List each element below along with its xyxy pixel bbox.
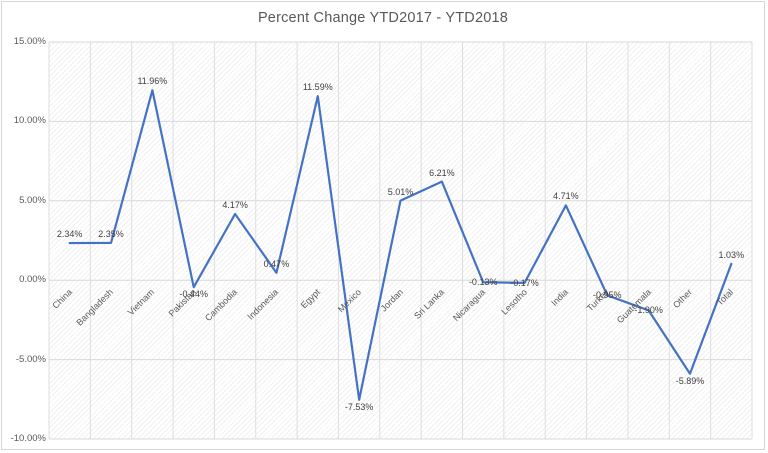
data-point-label: -0.13% xyxy=(468,277,498,288)
data-point-label: 6.21% xyxy=(429,167,455,178)
y-axis-tick-label: 10.00% xyxy=(13,115,46,127)
data-point-label: 2.34% xyxy=(56,229,83,240)
data-point-label: 4.17% xyxy=(222,199,248,210)
data-point-label: 11.59% xyxy=(302,82,333,93)
plot-area xyxy=(49,42,752,439)
y-axis-tick-label: 15.00% xyxy=(13,36,46,47)
y-axis-tick-label: 5.00% xyxy=(19,194,46,206)
y-axis-tick-label: -5.00% xyxy=(15,353,46,365)
data-point-label: -5.89% xyxy=(675,375,705,386)
data-point-label: 2.35% xyxy=(98,228,124,239)
y-axis-tick-label: -10.00% xyxy=(10,433,46,444)
data-point-label: -0.95% xyxy=(592,290,622,301)
data-point-label: 11.96% xyxy=(137,76,168,87)
data-point-label: -0.44% xyxy=(179,289,208,300)
data-point-label: -0.17% xyxy=(510,277,539,288)
data-point-label: 1.03% xyxy=(718,249,745,260)
data-point-label: -7.53% xyxy=(344,401,374,412)
data-point-label: 5.01% xyxy=(387,186,414,197)
data-point-label: 4.71% xyxy=(553,191,579,202)
chart-title: Percent Change YTD2017 - YTD2018 xyxy=(257,10,509,26)
data-point-label: -1.90% xyxy=(634,305,663,316)
data-series-line xyxy=(68,89,733,401)
y-axis-tick-label: 0.00% xyxy=(19,274,46,286)
data-point-label: 0.47% xyxy=(263,258,290,269)
